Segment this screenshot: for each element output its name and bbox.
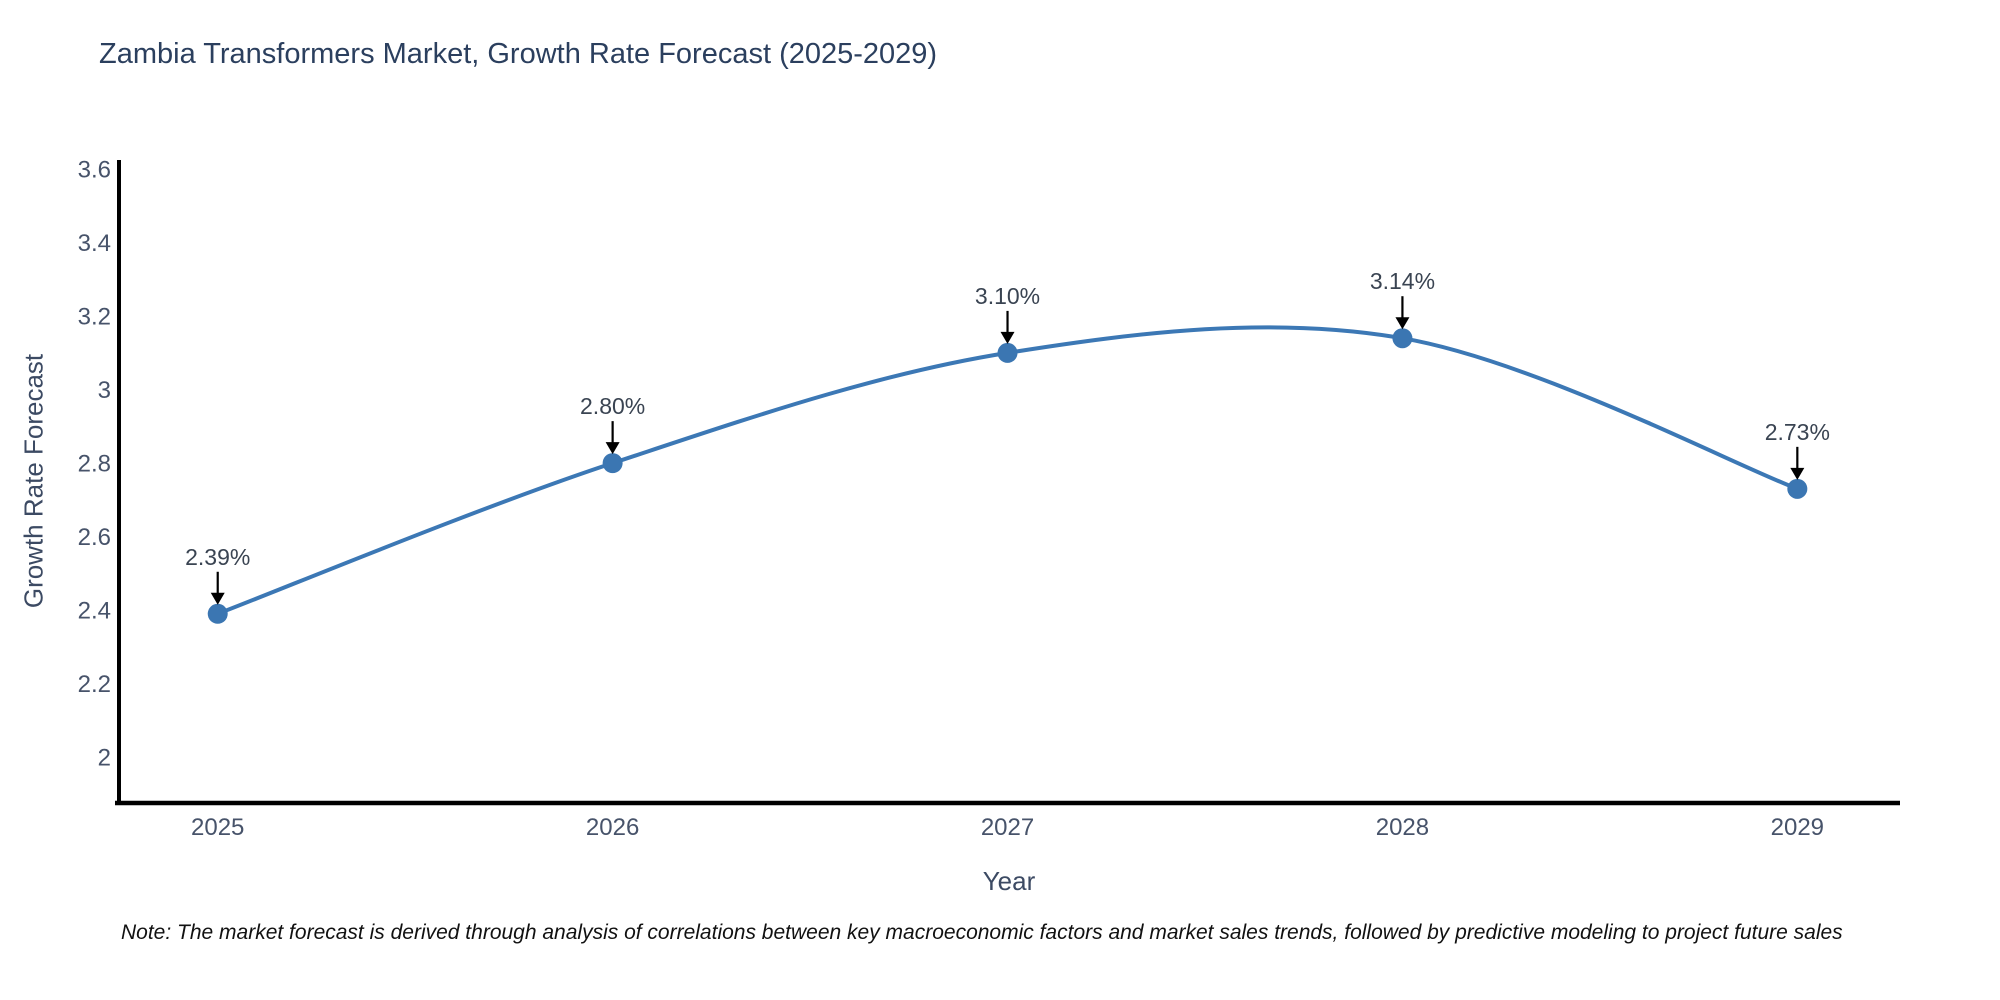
annotation-arrowhead — [1790, 467, 1805, 480]
data-point-marker — [1787, 478, 1808, 499]
annotation-arrowhead — [1000, 331, 1015, 344]
series-line — [215, 325, 1800, 616]
annotation-label: 2.39% — [185, 544, 250, 570]
annotation-label: 3.10% — [975, 283, 1040, 309]
y-tick-label: 3.6 — [78, 157, 111, 184]
annotation-arrowhead — [1395, 317, 1410, 330]
y-tick-label: 3.2 — [78, 304, 111, 331]
x-tick-label: 2025 — [191, 814, 244, 841]
annotation-arrowhead — [605, 442, 620, 455]
data-point-marker — [207, 603, 228, 624]
y-tick-label: 2 — [98, 744, 111, 771]
y-tick-label: 2.6 — [78, 524, 111, 551]
y-tick-label: 3 — [98, 377, 111, 404]
y-tick-label: 3.4 — [78, 230, 111, 257]
y-tick-label: 2.8 — [78, 451, 111, 478]
x-tick-label: 2027 — [981, 814, 1034, 841]
data-point-marker — [602, 453, 623, 474]
x-tick-label: 2026 — [586, 814, 639, 841]
annotation-label: 2.73% — [1765, 419, 1830, 445]
y-tick-label: 2.4 — [78, 598, 111, 625]
annotation-label: 2.80% — [580, 393, 645, 419]
y-tick-label: 2.2 — [78, 671, 111, 698]
annotation-label: 3.14% — [1370, 268, 1435, 294]
annotation-arrowhead — [210, 592, 225, 605]
chart-title: Zambia Transformers Market, Growth Rate … — [99, 38, 938, 70]
data-point-marker — [997, 342, 1018, 363]
x-tick-label: 2029 — [1771, 814, 1824, 841]
x-tick-label: 2028 — [1376, 814, 1429, 841]
data-point-marker — [1392, 328, 1413, 349]
x-axis-title: Year — [982, 866, 1036, 896]
footnote: Note: The market forecast is derived thr… — [121, 921, 1843, 944]
